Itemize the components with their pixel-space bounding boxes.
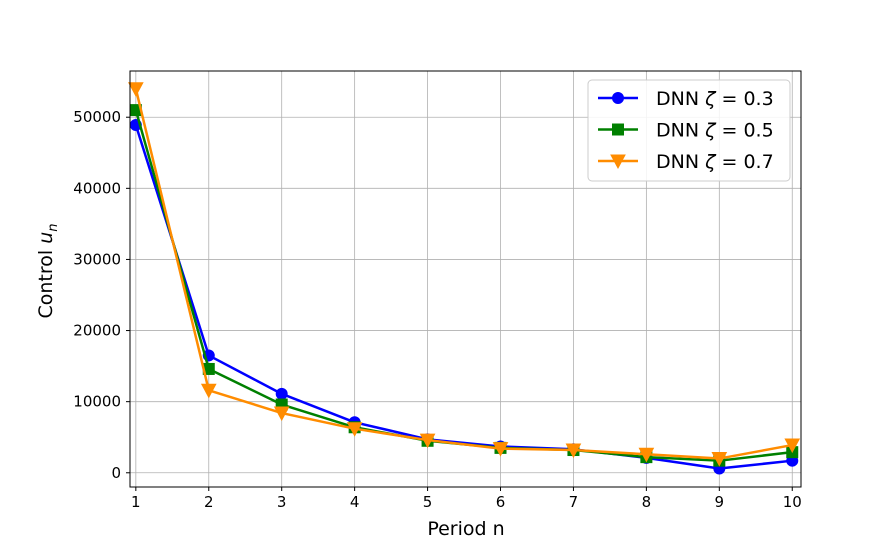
data-point [784,438,801,454]
data-point [200,383,217,399]
series-layer [127,82,801,475]
x-axis-label: Period n [427,518,504,540]
legend-label: DNN ζ = 0.5 [656,120,774,142]
legend-label: DNN ζ = 0.7 [656,151,774,173]
y-tick-label: 40000 [73,179,121,197]
data-point [127,82,144,97]
y-axis-label-text: Control [35,244,57,319]
series-line [134,88,793,460]
x-axis-ticks: 1 2 3 4 5 6 7 8 9 10 [131,487,802,511]
legend-label-symbol: ζ [704,151,717,173]
legend-entry: DNN ζ = 0.7 [598,151,774,173]
series-3 [127,82,801,467]
y-tick-label: 50000 [73,108,121,126]
y-axis-label-symbol: u [35,232,57,244]
legend-label-value: = 0.5 [715,120,773,142]
data-point [565,443,582,459]
x-tick-label: 2 [204,493,214,511]
legend-label: DNN ζ = 0.3 [656,88,774,110]
legend-box [587,79,791,182]
y-axis-ticks: 0 10000 20000 30000 40000 50000 [73,108,130,482]
legend-label-value: = 0.3 [715,88,773,110]
legend-label-prefix: DNN [656,88,705,110]
x-tick-label: 3 [277,493,287,511]
data-point [346,422,363,437]
y-tick-label: 0 [111,464,121,482]
y-tick-label: 10000 [73,393,121,411]
series-line [134,124,793,470]
legend-label-value: = 0.7 [715,151,773,173]
legend-label-symbol: ζ [704,88,717,110]
x-tick-label: 6 [496,493,506,511]
legend-entry: DNN ζ = 0.3 [598,88,774,110]
data-point [419,433,436,449]
legend-label-symbol: ζ [704,120,717,142]
x-tick-label: 1 [131,493,141,511]
y-axis-label-subscript: n [46,223,61,231]
legend-marker [610,154,626,170]
y-axis-label: Control un [35,223,61,318]
legend-label-prefix: DNN [656,151,705,173]
y-tick-label: 20000 [73,322,121,340]
legend-marker [612,92,624,104]
y-tick-label: 30000 [73,250,121,268]
x-tick-label: 9 [715,493,725,511]
data-point [638,447,655,463]
legend-entry: DNN ζ = 0.5 [598,120,774,142]
data-point [711,452,728,467]
x-tick-label: 10 [783,493,802,511]
x-tick-label: 8 [642,493,652,511]
legend-label-prefix: DNN [656,120,705,142]
data-point [273,406,290,422]
x-tick-label: 7 [569,493,579,511]
data-point [275,387,288,400]
x-tick-label: 5 [423,493,433,511]
data-point [492,442,509,457]
plot-frame [129,70,802,488]
legend-marker [612,123,624,136]
x-tick-label: 4 [350,493,360,511]
